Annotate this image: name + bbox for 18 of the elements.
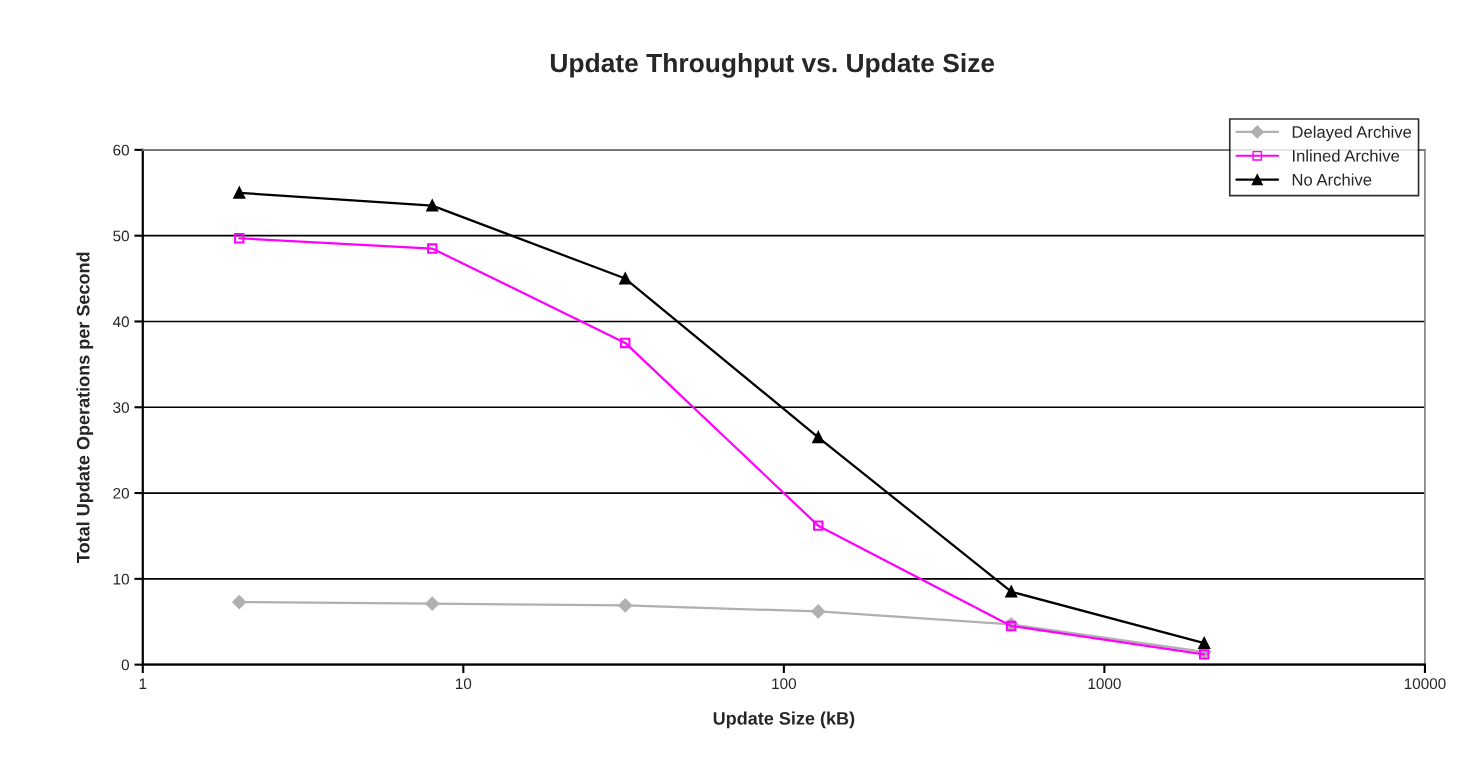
y-tick-label: 10 — [113, 573, 129, 585]
x-tick-label: 10000 — [1404, 678, 1446, 690]
chart-title: Update Throughput vs. Update Size — [550, 52, 995, 78]
y-tick-label: 30 — [113, 402, 129, 413]
y-tick-label: 20 — [113, 487, 129, 499]
legend-label: No Archive — [1292, 173, 1372, 186]
x-tick-label: 100 — [772, 678, 797, 690]
legend-label: Inlined Archive — [1292, 149, 1400, 162]
y-tick-label: 0 — [121, 659, 129, 671]
y-tick-label: 60 — [113, 144, 129, 156]
y-tick-label: 50 — [113, 230, 129, 242]
x-tick-label: 1 — [139, 678, 147, 689]
x-tick-label: 10 — [456, 678, 472, 690]
legend-label: Delayed Archive — [1292, 125, 1412, 142]
x-axis-title: Update Size (kB) — [713, 711, 855, 729]
y-tick-label: 40 — [112, 316, 129, 328]
x-tick-label: 1000 — [1088, 678, 1121, 690]
y-axis-title: Total Update Operations per Second — [76, 252, 94, 563]
